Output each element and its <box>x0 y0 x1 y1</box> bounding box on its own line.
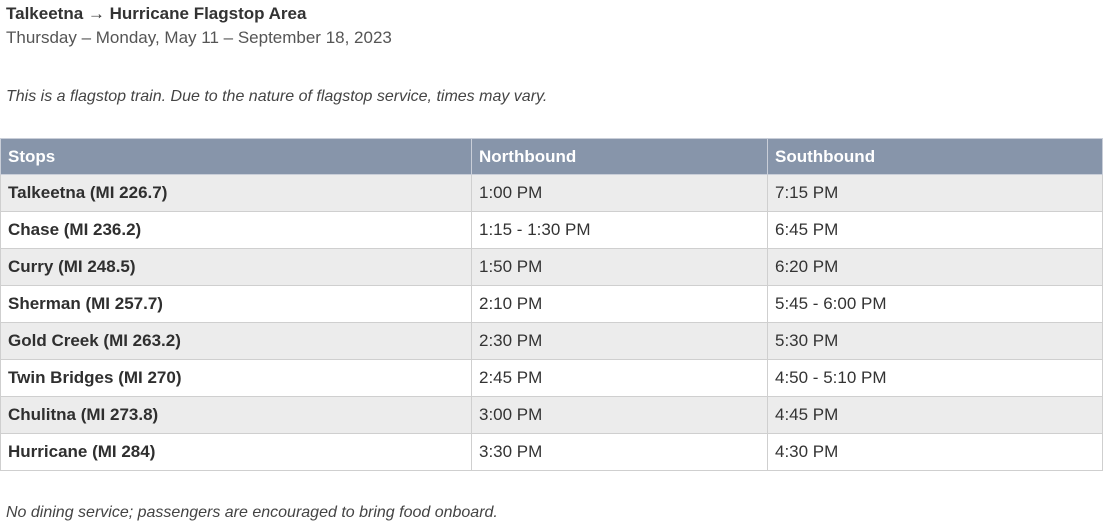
southbound-time: 6:20 PM <box>767 248 1103 286</box>
dining-note: No dining service; passengers are encour… <box>6 504 498 521</box>
stop-name: Sherman (MI 257.7) <box>0 285 472 323</box>
table-row: Sherman (MI 257.7) 2:10 PM 5:45 - 6:00 P… <box>0 285 1103 323</box>
service-dates: Thursday – Monday, May 11 – September 18… <box>6 28 392 47</box>
column-header-stops: Stops <box>0 138 472 175</box>
page-title: Talkeetna → Hurricane Flagstop Area <box>6 4 307 23</box>
stop-name: Talkeetna (MI 226.7) <box>0 174 472 212</box>
schedule-table: Stops Northbound Southbound Talkeetna (M… <box>0 138 1103 471</box>
northbound-time: 2:10 PM <box>471 285 768 323</box>
northbound-time: 3:30 PM <box>471 433 768 471</box>
column-header-northbound: Northbound <box>471 138 768 175</box>
northbound-time: 1:00 PM <box>471 174 768 212</box>
flagstop-note: This is a flagstop train. Due to the nat… <box>6 88 548 105</box>
table-row: Chase (MI 236.2) 1:15 - 1:30 PM 6:45 PM <box>0 211 1103 249</box>
southbound-time: 4:45 PM <box>767 396 1103 434</box>
southbound-time: 5:45 - 6:00 PM <box>767 285 1103 323</box>
northbound-time: 3:00 PM <box>471 396 768 434</box>
table-row: Curry (MI 248.5) 1:50 PM 6:20 PM <box>0 248 1103 286</box>
northbound-time: 2:30 PM <box>471 322 768 360</box>
table-row: Chulitna (MI 273.8) 3:00 PM 4:45 PM <box>0 396 1103 434</box>
table-header-row: Stops Northbound Southbound <box>0 138 1103 175</box>
stop-name: Curry (MI 248.5) <box>0 248 472 286</box>
southbound-time: 6:45 PM <box>767 211 1103 249</box>
stop-name: Twin Bridges (MI 270) <box>0 359 472 397</box>
stop-name: Gold Creek (MI 263.2) <box>0 322 472 360</box>
southbound-time: 5:30 PM <box>767 322 1103 360</box>
northbound-time: 1:15 - 1:30 PM <box>471 211 768 249</box>
southbound-time: 7:15 PM <box>767 174 1103 212</box>
stop-name: Chulitna (MI 273.8) <box>0 396 472 434</box>
northbound-time: 2:45 PM <box>471 359 768 397</box>
stop-name: Hurricane (MI 284) <box>0 433 472 471</box>
southbound-time: 4:30 PM <box>767 433 1103 471</box>
southbound-time: 4:50 - 5:10 PM <box>767 359 1103 397</box>
stop-name: Chase (MI 236.2) <box>0 211 472 249</box>
table-row: Gold Creek (MI 263.2) 2:30 PM 5:30 PM <box>0 322 1103 360</box>
northbound-time: 1:50 PM <box>471 248 768 286</box>
column-header-southbound: Southbound <box>767 138 1103 175</box>
table-row: Twin Bridges (MI 270) 2:45 PM 4:50 - 5:1… <box>0 359 1103 397</box>
table-row: Talkeetna (MI 226.7) 1:00 PM 7:15 PM <box>0 174 1103 212</box>
table-row: Hurricane (MI 284) 3:30 PM 4:30 PM <box>0 433 1103 471</box>
